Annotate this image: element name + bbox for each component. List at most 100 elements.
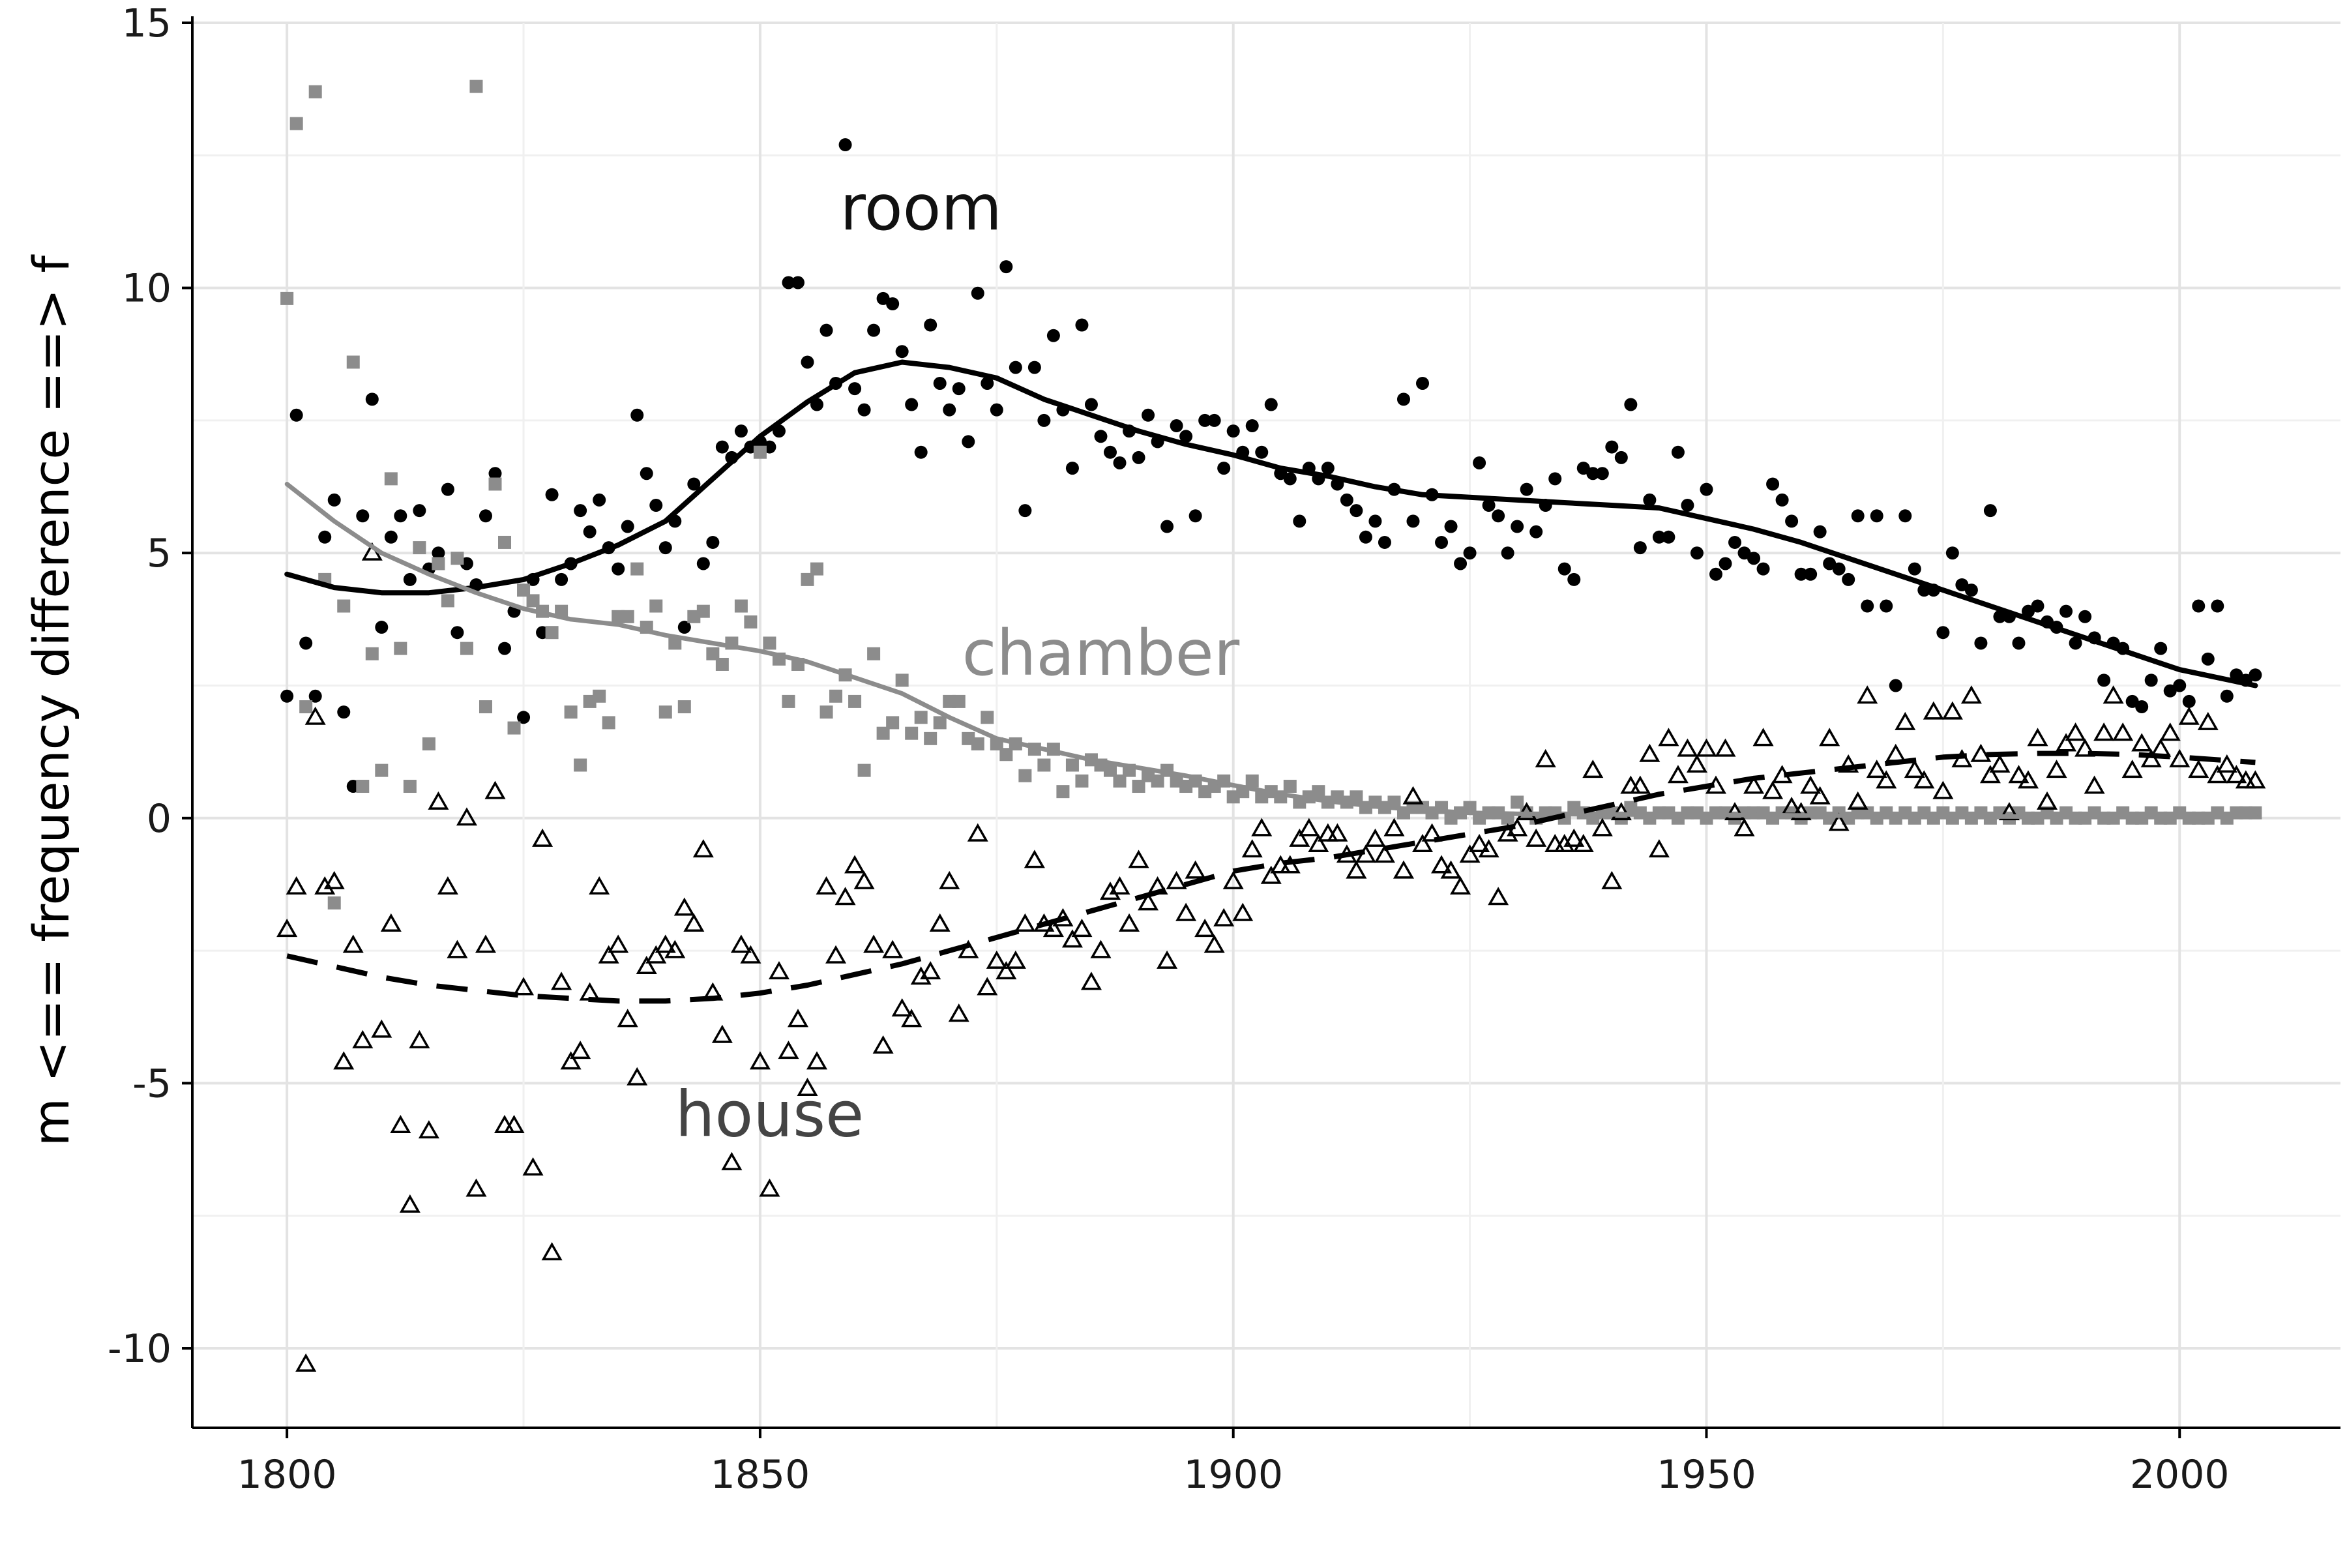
- house-point: [1090, 939, 1112, 958]
- house-point: [1099, 881, 1121, 900]
- house-point: [1979, 765, 2001, 784]
- house-point: [380, 913, 402, 932]
- room-point: [1520, 482, 1533, 496]
- room-point: [488, 467, 502, 481]
- house-point: [1857, 685, 1878, 704]
- room-point: [517, 711, 531, 724]
- room-point: [895, 345, 909, 359]
- house-point: [645, 945, 667, 964]
- room-point: [715, 440, 729, 454]
- room-point: [1018, 504, 1032, 518]
- chamber-point: [593, 689, 606, 703]
- house-point: [1734, 818, 1755, 836]
- room-point: [905, 398, 919, 411]
- room-point: [1340, 493, 1353, 507]
- chamber-point: [952, 694, 966, 708]
- room-point: [810, 398, 824, 411]
- house-point: [276, 919, 298, 938]
- room-point: [337, 705, 351, 719]
- house-point: [2046, 760, 2067, 778]
- house-point: [2178, 706, 2200, 725]
- room-point: [791, 276, 804, 289]
- room-point: [1898, 509, 1912, 523]
- room-point: [1113, 456, 1127, 469]
- room-point: [838, 138, 852, 152]
- house-point: [608, 934, 629, 953]
- house-point: [834, 887, 856, 906]
- house-point: [1222, 870, 1244, 889]
- room-point: [1444, 520, 1458, 533]
- room-point: [1548, 472, 1562, 486]
- room-point: [706, 535, 720, 549]
- house-point: [721, 1151, 743, 1170]
- house-point: [787, 1009, 809, 1028]
- y-tick-label: 10: [122, 266, 171, 312]
- house-point: [1450, 876, 1471, 895]
- chamber-point: [696, 604, 710, 618]
- chamber-point: [450, 552, 464, 565]
- chamber-point: [933, 716, 947, 730]
- house-point: [1346, 860, 1367, 879]
- room-point: [574, 504, 587, 518]
- room-point: [2154, 642, 2168, 655]
- house-point: [711, 1024, 733, 1043]
- room-point: [2182, 694, 2196, 708]
- room-point: [1643, 493, 1657, 507]
- house-point: [2027, 728, 2048, 747]
- room-point: [2201, 652, 2215, 666]
- chamber-point: [999, 748, 1013, 762]
- house-point: [1014, 913, 1036, 932]
- house-point: [286, 876, 307, 895]
- room-point: [280, 689, 294, 703]
- house-point: [475, 934, 496, 953]
- room-point: [2230, 668, 2243, 682]
- room-point: [2144, 673, 2158, 687]
- chamber-point: [734, 599, 748, 613]
- room-point: [593, 493, 606, 507]
- house-point: [2056, 733, 2077, 752]
- room-point: [299, 636, 313, 650]
- room-point: [1132, 451, 1145, 464]
- house-point: [692, 839, 714, 858]
- chamber-point: [971, 737, 984, 750]
- house-point: [1591, 818, 1613, 836]
- chamber-point: [753, 445, 767, 459]
- room-point: [1435, 535, 1449, 549]
- house-point: [1393, 860, 1414, 879]
- room-point: [1690, 546, 1704, 560]
- house-point: [1847, 791, 1868, 810]
- chamber-point: [1113, 774, 1127, 788]
- room-point: [1075, 318, 1089, 332]
- house-point: [1762, 780, 1784, 799]
- room-point: [1983, 504, 1997, 518]
- house-point: [1677, 738, 1698, 757]
- room-point: [649, 499, 663, 512]
- house-point: [977, 977, 998, 996]
- chamber-point: [848, 694, 862, 708]
- y-axis-title: m <== frequency difference ==> f: [22, 254, 80, 1147]
- chamber-point: [526, 594, 540, 608]
- room-point: [1046, 329, 1060, 342]
- house-point: [1658, 728, 1679, 747]
- room-point: [1378, 535, 1391, 549]
- house-point: [1535, 748, 1556, 767]
- house-point: [1629, 775, 1651, 794]
- chamber-point: [924, 732, 937, 745]
- room-point: [1482, 499, 1496, 512]
- house-point: [1828, 812, 1850, 831]
- room-point: [999, 260, 1013, 274]
- house-point: [939, 870, 960, 889]
- y-tick-label: 15: [122, 1, 171, 46]
- house-point: [1166, 870, 1187, 889]
- room-point: [677, 621, 691, 634]
- house-point: [929, 913, 951, 932]
- house-point: [2121, 760, 2143, 778]
- room-point: [1842, 572, 1855, 586]
- y-tick-label: 5: [147, 531, 171, 576]
- room-point: [356, 509, 370, 523]
- chamber-point: [507, 721, 521, 735]
- house-point: [891, 998, 913, 1017]
- chamber-point: [801, 572, 814, 586]
- room-point: [1217, 462, 1231, 475]
